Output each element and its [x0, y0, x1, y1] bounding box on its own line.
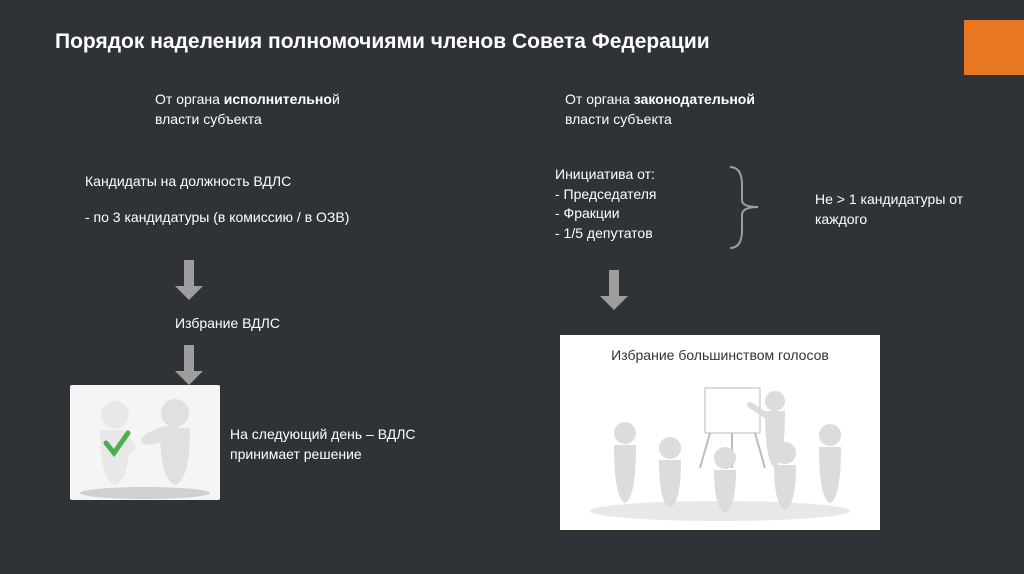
right-subtitle-suffix: власти субъекта: [565, 111, 672, 127]
initiative-2: - Фракции: [555, 204, 725, 224]
candidacy-note: Не > 1 кандидатуры от каждого: [815, 190, 975, 229]
page-title: Порядок наделения полномочиями членов Со…: [55, 30, 710, 54]
arrow-down-icon: [600, 270, 628, 310]
next-day-text: На следующий день – ВДЛС принимает решен…: [230, 425, 430, 464]
right-subtitle: От органа законодательной власти субъект…: [565, 90, 795, 129]
left-subtitle-bold: исполнительно: [224, 91, 332, 107]
figure-majority-vote: Избрание большинством голосов: [560, 335, 880, 530]
candidates-line2: - по 3 кандидатуры (в комиссию / в ОЗВ): [85, 206, 385, 228]
initiative-3: - 1/5 депутатов: [555, 224, 725, 244]
initiative-block: Инициатива от: - Председателя - Фракции …: [555, 165, 725, 243]
right-subtitle-prefix: От органа: [565, 91, 634, 107]
initiative-1: - Председателя: [555, 185, 725, 205]
bracket-icon: [730, 165, 760, 250]
accent-bar: [964, 20, 1024, 75]
election-text: Избрание ВДЛС: [175, 315, 280, 331]
initiative-title: Инициатива от:: [555, 165, 725, 185]
candidates-line1: Кандидаты на должность ВДЛС: [85, 170, 385, 192]
arrow-down-icon: [175, 345, 203, 385]
majority-label: Избрание большинством голосов: [560, 347, 880, 363]
left-subtitle: От органа исполнительной власти субъекта: [155, 90, 385, 129]
left-subtitle-prefix: От органа: [155, 91, 224, 107]
arrow-down-icon: [175, 260, 203, 300]
figure-handshake: [70, 385, 220, 500]
right-subtitle-bold: законодательной: [634, 91, 755, 107]
candidates-block: Кандидаты на должность ВДЛС - по 3 канди…: [85, 170, 385, 229]
